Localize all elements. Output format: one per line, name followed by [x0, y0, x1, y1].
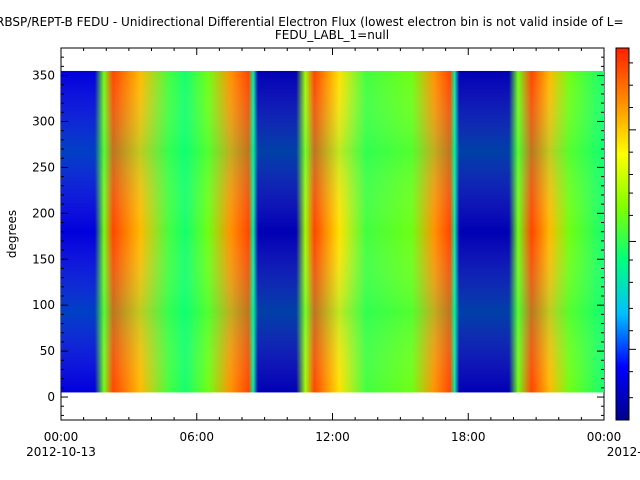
chart-subtitle: FEDU_LABL_1=null — [275, 28, 389, 42]
y-axis-label: degrees — [5, 210, 19, 258]
y-axis: 0 50 100 150 200 250 300 350 — [32, 56, 604, 416]
y-tick-label: 100 — [32, 298, 55, 312]
chart-title: RBSP/REPT-B FEDU - Unidirectional Differ… — [0, 15, 624, 29]
x-tick-label: 00:00 — [44, 430, 79, 444]
colorbar — [615, 47, 630, 421]
pitch-angle-shading — [61, 70, 604, 393]
colorbar-ticks — [629, 62, 636, 399]
x-axis: 00:002012-10-1306:0012:0018:0000:002012-… — [26, 48, 640, 459]
x-tick-label: 18:00 — [451, 430, 486, 444]
y-tick-label: 150 — [32, 252, 55, 266]
x-tick-label: 00:00 — [587, 430, 622, 444]
y-tick-label: 250 — [32, 160, 55, 174]
y-tick-label: 200 — [32, 206, 55, 220]
y-tick-label: 50 — [40, 344, 55, 358]
y-tick-label: 350 — [32, 69, 55, 83]
x-tick-date-label: 2012-10-13 — [26, 445, 96, 459]
x-tick-date-label: 2012-10- — [607, 445, 640, 459]
x-tick-label: 06:00 — [179, 430, 214, 444]
y-tick-label: 300 — [32, 114, 55, 128]
y-tick-label: 0 — [47, 390, 55, 404]
x-tick-label: 12:00 — [315, 430, 350, 444]
